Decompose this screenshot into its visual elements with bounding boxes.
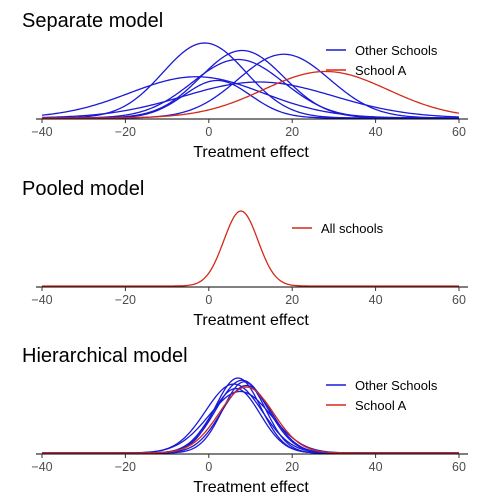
x-tick-label: −40 bbox=[31, 460, 52, 474]
separate-panel: Separate model −40 −20 0 20 40 60 Treatment eff… bbox=[22, 10, 468, 161]
x-tick-label: −40 bbox=[31, 293, 52, 307]
x-axis-title: Treatment effect bbox=[193, 144, 309, 161]
all-schools-curve bbox=[42, 210, 459, 287]
x-tick-label: −20 bbox=[115, 293, 136, 307]
legend: All schools bbox=[292, 221, 384, 236]
other-school-curve bbox=[42, 49, 459, 119]
legend-label: Other Schools bbox=[355, 43, 438, 58]
x-tick-label: 0 bbox=[205, 460, 212, 474]
x-tick-label: −40 bbox=[31, 125, 52, 139]
panel-title: Separate model bbox=[22, 10, 163, 32]
legend-label: School A bbox=[355, 398, 407, 413]
x-tick-label: −20 bbox=[115, 460, 136, 474]
pooled-panel: Pooled model −40 −20 0 20 40 60 Treatment effec… bbox=[22, 178, 468, 329]
x-tick-label: 0 bbox=[205, 293, 212, 307]
x-tick-label: 60 bbox=[452, 125, 466, 139]
legend-label: Other Schools bbox=[355, 378, 438, 393]
panel-title: Hierarchical model bbox=[22, 345, 188, 367]
other-school-curve bbox=[41, 81, 460, 119]
legend: Other Schools School A bbox=[326, 378, 438, 413]
x-tick-label: 60 bbox=[452, 460, 466, 474]
x-tick-label: 40 bbox=[369, 125, 383, 139]
legend-label: School A bbox=[355, 63, 407, 78]
legend: Other Schools School A bbox=[326, 43, 438, 78]
school-a-curve bbox=[42, 70, 460, 119]
x-tick-label: 40 bbox=[369, 460, 383, 474]
x-tick-label: 40 bbox=[369, 293, 383, 307]
school-a-curve bbox=[42, 386, 459, 454]
legend-label: All schools bbox=[321, 221, 384, 236]
panel-title: Pooled model bbox=[22, 178, 144, 200]
x-tick-label: −20 bbox=[115, 125, 136, 139]
x-tick-label: 20 bbox=[285, 293, 299, 307]
x-tick-label: 60 bbox=[452, 293, 466, 307]
x-tick-label: 20 bbox=[285, 460, 299, 474]
other-school-curve bbox=[42, 79, 459, 119]
x-tick-label: 20 bbox=[285, 125, 299, 139]
x-axis-title: Treatment effect bbox=[193, 312, 309, 329]
hierarchical-panel: Hierarchical model −40 −20 0 20 40 60 Treatment… bbox=[22, 345, 468, 496]
x-axis-title: Treatment effect bbox=[193, 479, 309, 496]
x-tick-label: 0 bbox=[205, 125, 212, 139]
